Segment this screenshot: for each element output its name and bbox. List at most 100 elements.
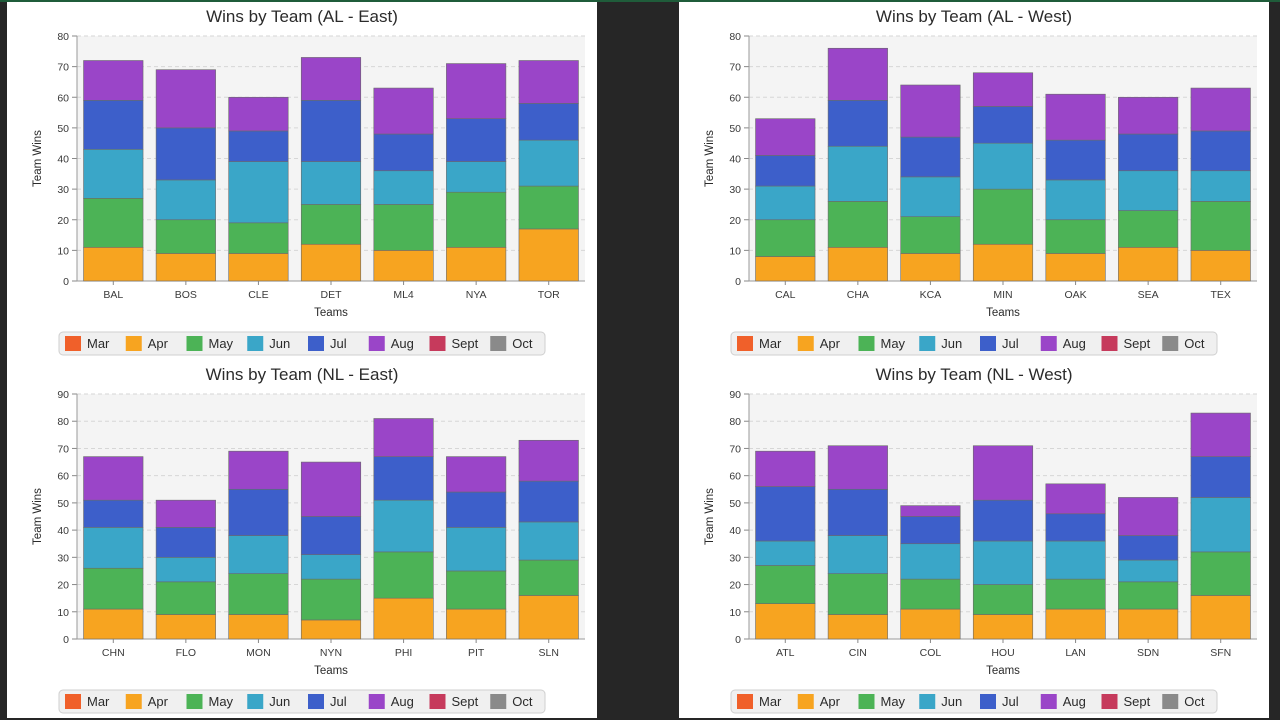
bar-ml4-apr [373, 250, 434, 282]
bar-pit-aug [446, 456, 507, 493]
y-tick-label: 80 [57, 31, 69, 43]
y-tick-label: 70 [729, 62, 741, 74]
bar-sln-apr [518, 595, 579, 640]
bar-sfn-may [1190, 551, 1251, 596]
legend-label-oct: Oct [1184, 336, 1205, 351]
bar-mon-may [228, 573, 289, 615]
chart-title: Wins by Team (NL - West) [875, 365, 1072, 384]
y-tick-label: 70 [57, 62, 69, 74]
legend-label-may: May [209, 336, 234, 351]
bar-atl-may [755, 565, 816, 604]
bar-ml4-jul [373, 133, 434, 172]
bar-sdn-jun [1118, 559, 1179, 583]
legend-label-aug: Aug [1063, 694, 1086, 709]
bar-kca-jun [900, 176, 961, 217]
y-tick-label: 60 [729, 471, 741, 483]
bar-chn-may [83, 567, 144, 610]
y-tick-label: 40 [57, 525, 69, 537]
x-tick-label: ML4 [393, 289, 414, 301]
x-tick-label: COL [920, 647, 942, 659]
legend-swatch-oct [490, 336, 507, 351]
legend-swatch-aug [368, 694, 385, 709]
bar-flo-jul [155, 527, 216, 558]
bar-cha-jun [827, 145, 888, 202]
y-tick-label: 50 [57, 498, 69, 510]
bar-cha-jul [827, 100, 888, 147]
bar-sdn-apr [1118, 608, 1179, 640]
bar-lan-may [1045, 578, 1106, 610]
y-tick-label: 60 [57, 471, 69, 483]
bar-pit-apr [446, 608, 507, 640]
bar-pit-jun [446, 527, 507, 572]
bar-col-jun [900, 543, 961, 580]
legend-label-apr: Apr [820, 336, 841, 351]
y-tick-label: 30 [729, 552, 741, 564]
legend-box [58, 689, 546, 714]
bar-chn-jun [83, 527, 144, 569]
legend-label-jun: Jun [941, 336, 962, 351]
bar-cle-apr [228, 253, 289, 282]
bar-hou-aug [972, 445, 1034, 501]
legend-label-mar: Mar [87, 694, 110, 709]
legend-swatch-apr [125, 336, 142, 351]
legend-swatch-may [186, 694, 203, 709]
legend-label-apr: Apr [148, 694, 169, 709]
bar-sdn-aug [1118, 497, 1179, 536]
bar-ml4-jun [373, 170, 434, 205]
x-axis-label: Teams [986, 665, 1020, 677]
legend-swatch-oct [1162, 336, 1179, 351]
bar-min-jul [972, 106, 1034, 144]
chart-al-west: Wins by Team (AL - West) 0 10 20 30 40 50 60 70 8… [704, 7, 1257, 356]
x-tick-label: SLN [538, 647, 558, 659]
legend-swatch-may [858, 694, 875, 709]
x-tick-label: PHI [395, 647, 413, 659]
y-tick-label: 40 [729, 525, 741, 537]
y-tick-label: 10 [57, 607, 69, 619]
x-axis-label: Teams [986, 307, 1020, 319]
x-axis-label: Teams [314, 307, 348, 319]
y-tick-label: 10 [729, 607, 741, 619]
x-tick-label: BOS [175, 289, 197, 301]
legend-label-aug: Aug [1063, 336, 1086, 351]
legend: Mar Apr May Jun Jul Aug Sept Oct [58, 331, 546, 356]
x-tick-label: SFN [1210, 647, 1231, 659]
chart-nl-west: Wins by Team (NL - West) 0 10 20 30 40 50 60 70 8… [704, 365, 1257, 714]
y-tick-label: 0 [63, 276, 69, 288]
bar-pit-jul [446, 491, 507, 528]
x-tick-label: TEX [1211, 289, 1231, 301]
x-tick-label: SEA [1138, 289, 1159, 301]
bar-kca-aug [900, 84, 961, 138]
legend-label-mar: Mar [759, 694, 782, 709]
bar-sfn-aug [1190, 412, 1251, 457]
bar-phi-jun [373, 499, 434, 553]
bar-det-jul [300, 100, 362, 162]
bar-tor-jul [518, 103, 579, 141]
bar-tor-jun [518, 139, 579, 187]
legend-label-may: May [209, 694, 234, 709]
bar-sea-jul [1118, 133, 1179, 172]
legend-swatch-sept [1101, 336, 1118, 351]
y-axis-label: Team Wins [704, 488, 716, 545]
bar-sea-aug [1118, 96, 1179, 135]
bar-nya-aug [446, 63, 507, 119]
bar-oak-may [1045, 219, 1106, 254]
bar-cin-jul [827, 488, 888, 536]
bar-bos-aug [155, 69, 216, 129]
bar-tor-apr [518, 228, 579, 282]
x-tick-label: CLE [248, 289, 268, 301]
legend-swatch-sept [429, 694, 446, 709]
y-tick-label: 90 [57, 389, 69, 401]
bar-flo-may [155, 581, 216, 615]
legend-swatch-aug [368, 336, 385, 351]
bar-nya-jul [446, 118, 507, 162]
bar-min-jun [972, 142, 1034, 190]
y-tick-label: 60 [57, 92, 69, 104]
x-tick-label: BAL [103, 289, 123, 301]
bar-tex-aug [1190, 87, 1251, 132]
bar-kca-apr [900, 253, 961, 282]
bar-cal-jul [755, 155, 816, 187]
bar-min-apr [972, 243, 1034, 282]
x-tick-label: NYA [466, 289, 487, 301]
legend-label-sept: Sept [1124, 694, 1151, 709]
y-tick-label: 20 [57, 215, 69, 227]
